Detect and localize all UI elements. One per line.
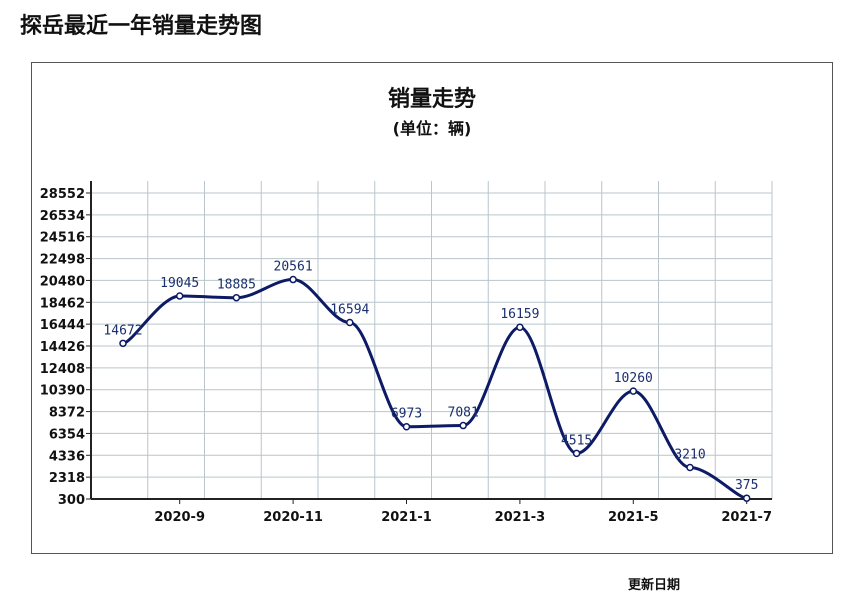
data-point bbox=[459, 421, 467, 430]
data-label: 16594 bbox=[330, 303, 369, 318]
data-point bbox=[119, 339, 127, 348]
y-tick-label: 12408 bbox=[40, 362, 85, 377]
x-tick-label: 2021-7 bbox=[721, 510, 772, 525]
x-tick-label: 2020-11 bbox=[263, 510, 323, 525]
y-tick-label: 16444 bbox=[40, 318, 85, 333]
y-tick-label: 22498 bbox=[40, 253, 85, 268]
y-tick-label: 20480 bbox=[40, 274, 85, 289]
data-label: 7081 bbox=[448, 406, 479, 421]
data-point bbox=[629, 387, 638, 395]
data-point bbox=[232, 293, 241, 302]
y-tick-label: 4336 bbox=[49, 449, 85, 464]
data-label: 3210 bbox=[674, 447, 705, 462]
x-tick-label: 2021-3 bbox=[495, 510, 546, 525]
data-point bbox=[289, 275, 297, 284]
chart-subtitle: (单位：辆) bbox=[392, 119, 472, 138]
y-tick-label: 26534 bbox=[40, 209, 85, 224]
data-label: 18885 bbox=[217, 278, 256, 293]
y-tick-label: 14426 bbox=[40, 340, 85, 355]
data-point bbox=[346, 318, 354, 327]
y-tick-label: 10390 bbox=[40, 384, 85, 399]
update-date-label: 更新日期 bbox=[628, 578, 681, 593]
data-label: 14672 bbox=[103, 323, 142, 338]
y-tick-label: 28552 bbox=[40, 187, 85, 202]
y-tick-label: 8372 bbox=[49, 406, 85, 421]
data-label: 375 bbox=[735, 478, 758, 493]
x-tick-label: 2021-5 bbox=[608, 510, 659, 525]
data-label: 19045 bbox=[160, 276, 199, 291]
data-point bbox=[742, 494, 751, 502]
data-label: 16159 bbox=[500, 307, 539, 322]
x-tick-label: 2020-9 bbox=[154, 510, 205, 525]
x-tick-label: 2021-1 bbox=[381, 510, 432, 525]
data-label: 6973 bbox=[391, 407, 422, 422]
y-tick-label: 24516 bbox=[40, 231, 85, 246]
data-point bbox=[686, 463, 694, 472]
data-point bbox=[175, 292, 184, 300]
chart-title: 销量走势 bbox=[387, 87, 476, 112]
y-tick-label: 2318 bbox=[49, 471, 85, 486]
data-point bbox=[572, 449, 581, 458]
data-point bbox=[516, 323, 524, 331]
page-title: 探岳最近一年销量走势图 bbox=[20, 14, 263, 39]
data-point bbox=[402, 422, 411, 431]
data-label: 20561 bbox=[274, 260, 313, 275]
y-tick-label: 300 bbox=[58, 493, 85, 508]
y-tick-label: 18462 bbox=[40, 296, 85, 311]
y-tick-label: 6354 bbox=[49, 427, 85, 442]
data-label: 4515 bbox=[561, 433, 592, 448]
data-label: 10260 bbox=[614, 371, 653, 386]
